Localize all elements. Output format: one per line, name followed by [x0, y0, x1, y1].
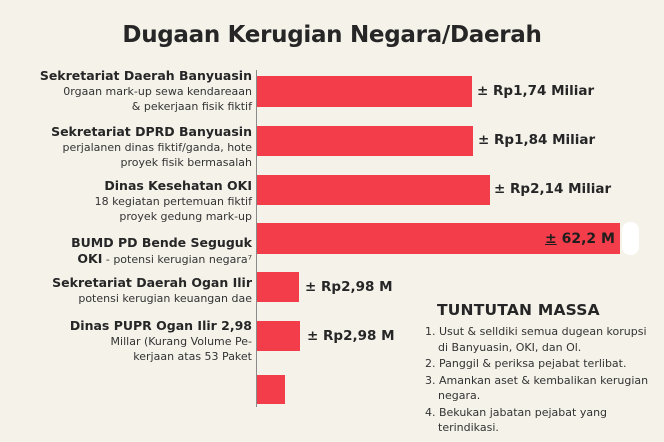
category-desc: proyek gedung mark-up — [119, 210, 252, 223]
bar-unlabeled[interactable] — [257, 375, 285, 404]
category-label-sekda-ogan-ilir: Sekretariat Daerah Ogan Ilir potensi ker… — [52, 275, 252, 306]
category-desc: 18 kegiatan pertemuan fiktif — [94, 195, 252, 208]
demand-item: 3. Amankan aset & kembalikan kerugian ne… — [425, 373, 649, 403]
bar-sekda-banyuasin[interactable] — [257, 76, 472, 107]
category-name: BUMD PD Bende Seguguk — [71, 235, 252, 250]
category-label-pupr-ogan-ilir: Dinas PUPR Ogan Ilir 2,98 Millar (Kurang… — [70, 318, 252, 364]
value-label: ± Rp2,98 M — [307, 328, 395, 344]
category-name: Dinas Kesehatan OKI — [104, 178, 252, 193]
category-desc: - potensi kerugian negara⁷ — [102, 253, 252, 266]
bar-sekda-ogan-ilir[interactable] — [257, 272, 299, 302]
demand-item: 1. Usut & selldiki semua dugean korupsi … — [425, 325, 647, 354]
value-text: 62,2 M — [556, 231, 615, 247]
y-axis-line — [256, 70, 257, 407]
category-name: Dinas PUPR Ogan Ilir 2,98 — [69, 318, 252, 333]
category-desc: 0rgaan mark-up sewa kendareaan — [63, 85, 252, 98]
category-name-line2: OKI — [77, 251, 103, 266]
bar-dprd-banyuasin[interactable] — [257, 126, 473, 156]
value-label: ± Rp1,74 Miliar — [477, 83, 595, 99]
demands-panel: TUNTUTAN MASSA 1. Usut & selldiki semua … — [425, 300, 660, 437]
value-label: ± Rp2,14 Miliar — [494, 181, 612, 197]
bar-bumd-bende-seguguk[interactable] — [257, 223, 620, 254]
plus-minus-sign: ± — [545, 231, 557, 247]
category-desc-line: OKI - potensi kerugian negara⁷ — [71, 251, 252, 267]
white-blob-artifact — [622, 222, 639, 255]
category-desc: potensi kerugian keuangan dae — [78, 292, 252, 305]
demand-item: 4. Bekukan jabatan pejabat yang terindik… — [425, 405, 608, 435]
category-desc: perjalanen dinas fiktif/ganda, hote — [62, 141, 253, 154]
chart-title: Dugaan Kerugian Negara/Daerah — [122, 22, 542, 48]
category-name: Sekretariat Daerah Ogan Ilir — [52, 275, 252, 290]
demand-item: 2. Panggil & periksa pejabat terlibat. — [425, 357, 627, 370]
value-label: ± Rp1,84 Miliar — [478, 132, 596, 148]
category-desc: Millar (Kurang Volume Pe- — [110, 335, 252, 348]
value-label: ± Rp2,98 M — [305, 279, 393, 295]
bar-pupr-ogan-ilir[interactable] — [257, 321, 300, 351]
bar-dinkes-oki[interactable] — [257, 175, 490, 205]
demands-heading: TUNTUTAN MASSA — [437, 301, 600, 319]
category-label-sekda-banyuasin: Sekretariat Daerah Banyuasin 0rgaan mark… — [40, 68, 252, 114]
category-label-dinkes-oki: Dinas Kesehatan OKI 18 kegiatan pertemua… — [95, 178, 252, 224]
category-name: Sekretariat DPRD Banyuasin — [51, 124, 252, 139]
value-label-inside: ± 62,2 M — [545, 231, 615, 247]
category-desc: proyek fisik bermasalah — [120, 156, 253, 169]
category-name: Sekretariat Daerah Banyuasin — [39, 68, 252, 83]
category-desc: kerjaan atas 53 Paket — [133, 350, 252, 363]
category-label-bumd-bende-seguguk: BUMD PD Bende Seguguk OKI - potensi keru… — [71, 235, 252, 267]
category-label-dprd-banyuasin: Sekretariat DPRD Banyuasin perjalanen di… — [51, 124, 252, 170]
category-desc: & pekerjaan fisik fiktif — [131, 100, 252, 113]
demands-list: 1. Usut & selldiki semua dugean korupsi … — [425, 324, 660, 436]
